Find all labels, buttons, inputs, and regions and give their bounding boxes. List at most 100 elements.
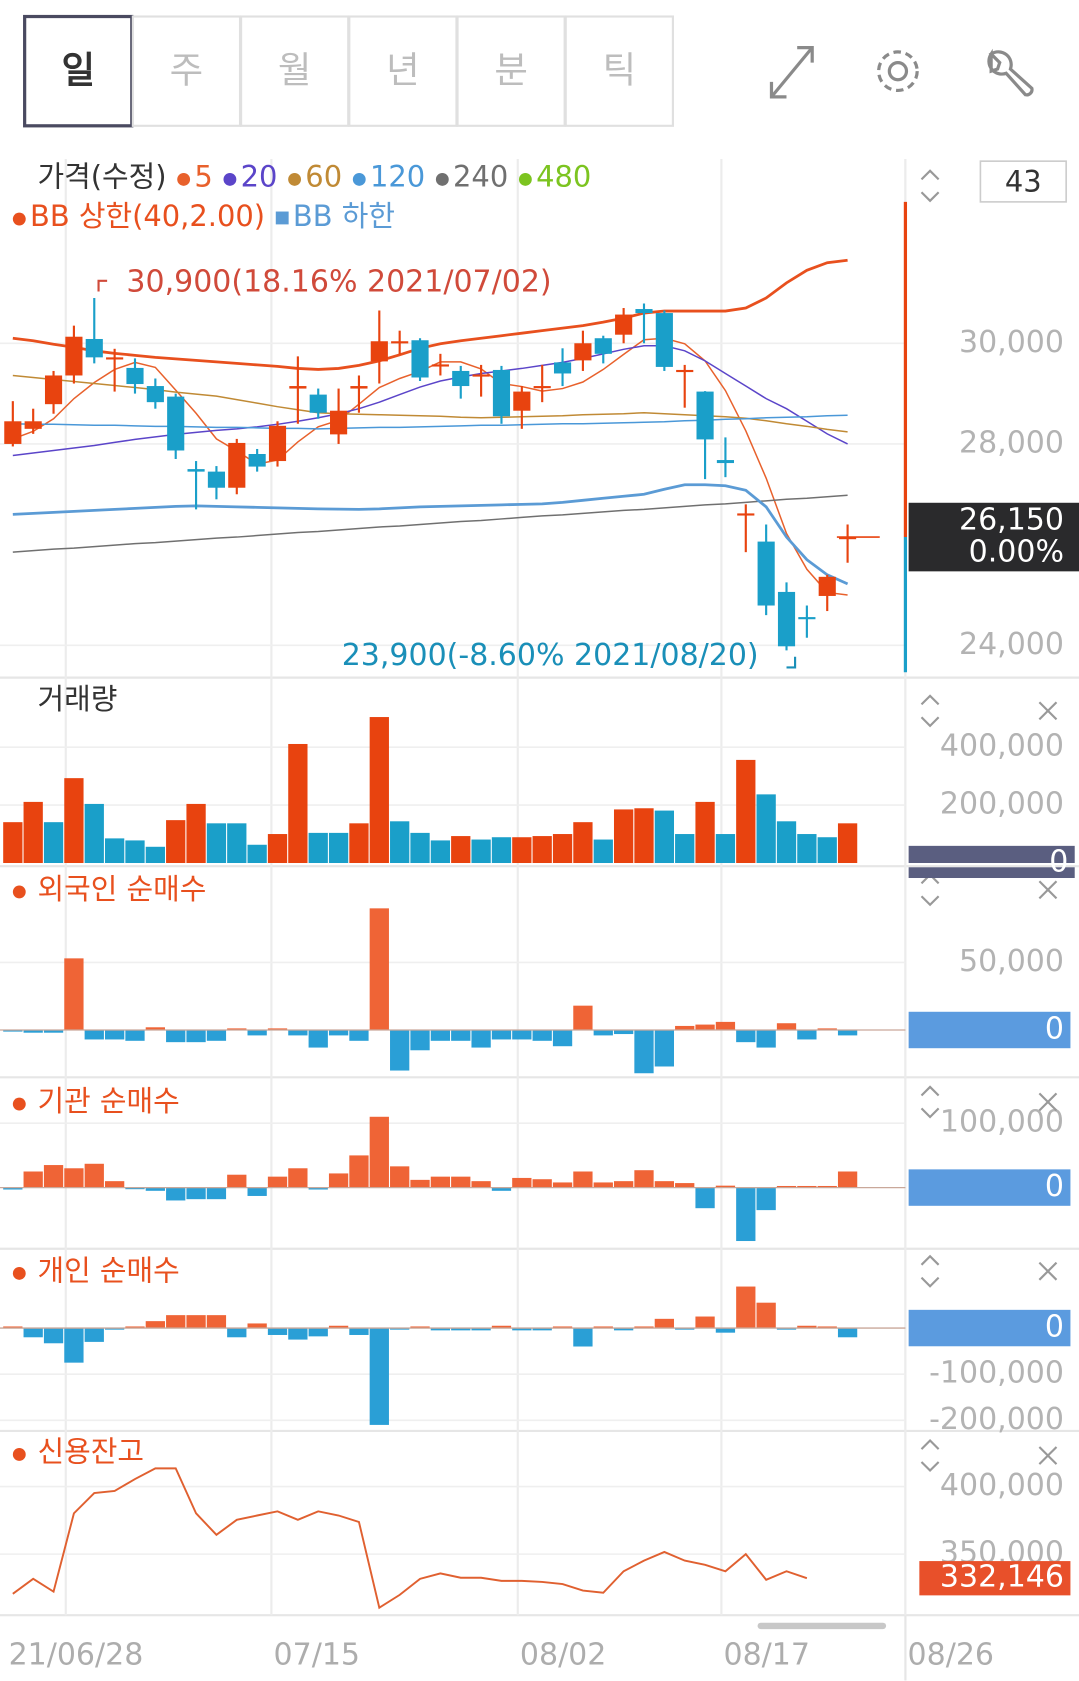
bar <box>756 1187 776 1211</box>
bar <box>451 1029 471 1041</box>
zero-label: 0 <box>1045 1011 1064 1046</box>
bar <box>634 1029 654 1074</box>
bar <box>491 1187 512 1191</box>
panel-marker <box>12 1097 26 1111</box>
bar <box>247 1029 267 1036</box>
bar <box>715 1328 736 1333</box>
candle-body <box>85 338 103 358</box>
bar <box>227 1174 247 1188</box>
bar <box>593 1326 613 1329</box>
bar <box>125 840 145 864</box>
candle-body <box>289 386 307 389</box>
bar <box>186 1315 206 1329</box>
bar <box>84 1163 104 1188</box>
bar <box>715 834 736 864</box>
bar <box>695 1187 715 1209</box>
bar <box>247 1187 267 1196</box>
tab[interactable] <box>456 15 566 127</box>
bar <box>145 846 165 864</box>
bar <box>186 1187 206 1200</box>
bar <box>573 1171 593 1188</box>
y-tick-label: 200,000 <box>940 787 1064 822</box>
bar <box>84 1029 104 1040</box>
expand-icon[interactable] <box>769 45 814 99</box>
tab[interactable] <box>131 15 242 127</box>
tab[interactable] <box>348 15 458 127</box>
resize-icon[interactable] <box>920 1439 940 1473</box>
close-icon[interactable] <box>1038 701 1058 721</box>
bar <box>410 1029 430 1051</box>
legend-marker <box>12 212 26 226</box>
legend-label: 5 <box>194 159 212 193</box>
count-box[interactable] <box>979 160 1067 203</box>
tab[interactable] <box>564 15 674 127</box>
candle-body <box>737 513 755 516</box>
resize-icon[interactable] <box>920 169 940 203</box>
bar <box>552 1326 573 1329</box>
bar <box>776 1185 797 1188</box>
bar <box>410 1179 430 1188</box>
candle-body <box>594 338 612 354</box>
legend-marker <box>435 172 449 186</box>
resize-icon[interactable] <box>920 1085 940 1119</box>
resize-icon[interactable] <box>920 694 940 728</box>
bar <box>23 1029 43 1033</box>
bar <box>552 1182 573 1188</box>
candle-body <box>309 394 327 413</box>
x-tick-label: 07/15 <box>274 1637 360 1672</box>
bar <box>491 1029 512 1040</box>
bar <box>104 1181 125 1188</box>
tool-icon[interactable] <box>987 48 1034 97</box>
bar <box>837 1328 858 1338</box>
bar <box>308 1328 328 1337</box>
settings-icon[interactable] <box>877 50 919 93</box>
annotation-label: 30,900(18.16% 2021/07/02) <box>126 264 551 299</box>
bar <box>390 821 410 864</box>
panel-title: 거래량 <box>38 682 118 716</box>
candle-body <box>65 336 83 376</box>
bar <box>654 1181 674 1188</box>
bar <box>166 1315 186 1329</box>
bar <box>736 1187 756 1242</box>
y-tick-label: 24,000 <box>959 627 1064 662</box>
candle-body <box>655 313 673 367</box>
candle-body <box>777 591 796 647</box>
bar <box>288 1168 308 1188</box>
candle-body <box>187 469 205 472</box>
bar <box>430 1328 451 1331</box>
bar <box>349 1328 369 1335</box>
bar <box>512 1328 532 1331</box>
bar <box>512 837 532 864</box>
bar <box>43 822 64 864</box>
bar <box>552 1029 573 1047</box>
candle-body <box>818 576 836 596</box>
bar <box>675 1183 695 1188</box>
legend-label: 480 <box>536 159 591 193</box>
bar <box>756 1029 776 1048</box>
bar <box>491 1325 512 1329</box>
bar <box>328 1325 349 1329</box>
bar <box>634 1170 654 1188</box>
bar <box>369 717 389 864</box>
y-tick-label: 28,000 <box>959 425 1064 460</box>
close-icon[interactable] <box>1038 880 1058 900</box>
bar <box>817 1185 837 1188</box>
bar <box>43 1165 64 1188</box>
panel-marker <box>12 1448 26 1461</box>
close-icon[interactable] <box>1038 1261 1058 1281</box>
candle-body <box>574 343 592 361</box>
resize-icon[interactable] <box>920 1254 940 1288</box>
zero-box <box>908 1169 1071 1206</box>
bar <box>451 1328 471 1331</box>
x-tick-label: 21/06/28 <box>9 1637 144 1672</box>
zero-label: 0 <box>1049 845 1068 880</box>
close-icon[interactable] <box>1038 1092 1058 1112</box>
y-tick-label: 30,000 <box>959 325 1064 360</box>
close-icon[interactable] <box>1038 1446 1058 1465</box>
bar <box>84 1328 104 1342</box>
tab[interactable] <box>240 15 350 127</box>
bar <box>471 1328 491 1331</box>
candle-body <box>839 537 857 540</box>
tab[interactable] <box>23 14 134 128</box>
bar <box>267 834 288 864</box>
